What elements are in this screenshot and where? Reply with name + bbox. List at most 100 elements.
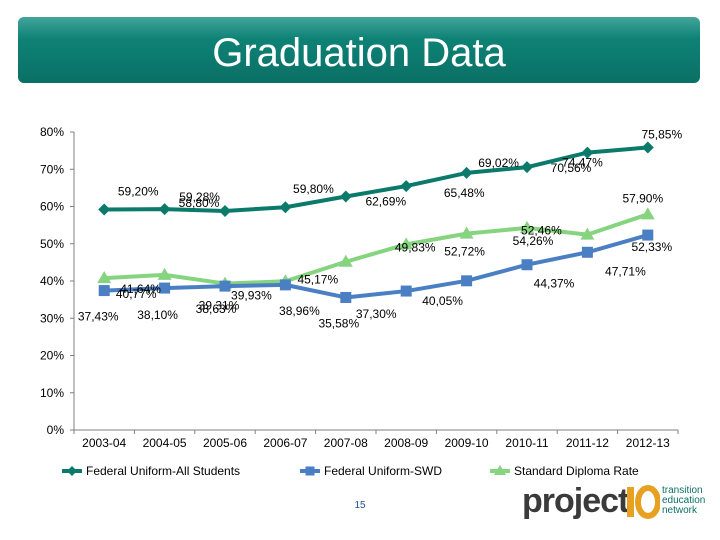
legend-marker (494, 465, 506, 475)
x-tick-label: 2008-09 (384, 436, 428, 450)
data-label: 59,20% (118, 184, 159, 198)
data-label: 37,43% (78, 310, 119, 324)
data-labels-layer: 59,20% 59,28%58,80% 59,80% 62,69% 65,48% 69,0… (78, 127, 683, 330)
logo-word: project (522, 482, 629, 520)
data-label: 39,93% (231, 288, 272, 302)
data-point (279, 201, 292, 214)
data-label: 58,80% (179, 196, 220, 210)
data-point (521, 259, 533, 271)
x-tick-label: 2003-04 (82, 436, 126, 450)
page-number: 15 (354, 500, 366, 511)
data-point (521, 161, 533, 174)
y-tick-label: 70% (40, 162, 64, 176)
series-line (104, 145, 648, 213)
data-point (642, 229, 654, 241)
data-point (461, 275, 473, 287)
x-tick-label: 2006-07 (263, 436, 307, 450)
x-tick-label: 2004-05 (143, 436, 187, 450)
series-line (104, 212, 649, 286)
data-label: 65,48% (444, 186, 485, 200)
title-banner: Graduation Data (18, 17, 700, 83)
data-label: 38,63% (196, 302, 237, 316)
data-label: 52,33% (631, 240, 672, 254)
data-point (98, 203, 111, 216)
data-label: 41,64% (120, 282, 161, 296)
data-point (98, 285, 110, 297)
x-tick-label: 2007-08 (324, 436, 368, 450)
data-point (338, 254, 353, 267)
logo-tagline-line: network (662, 505, 698, 516)
data-label: 37,30% (356, 307, 397, 321)
data-label: 62,69% (365, 194, 406, 208)
slide-title: Graduation Data (212, 31, 506, 75)
y-tick-label: 0% (47, 423, 65, 437)
x-tick-label: 2011-12 (566, 436, 609, 450)
data-label: 47,71% (605, 264, 646, 278)
data-point (400, 285, 412, 297)
x-tick-label: 2009-10 (445, 436, 489, 450)
data-label: 74,47% (562, 156, 603, 170)
data-point (339, 190, 352, 203)
data-point (219, 280, 231, 292)
data-point (159, 282, 171, 294)
data-label: 69,02% (478, 156, 519, 170)
data-point (219, 204, 231, 217)
data-point (459, 226, 474, 239)
data-label: 57,90% (622, 191, 663, 205)
data-label: 35,58% (318, 316, 359, 330)
data-label: 49,83% (395, 240, 436, 254)
y-tick-label: 10% (40, 386, 64, 400)
series-layer (97, 141, 655, 303)
data-label: 38,10% (137, 308, 178, 322)
y-tick-label: 60% (40, 200, 64, 214)
logo-tagline: transition education network (662, 486, 705, 516)
data-point (581, 246, 593, 258)
data-label: 59,80% (293, 182, 334, 196)
data-label: 38,96% (279, 304, 320, 318)
data-point (158, 203, 171, 216)
legend-marker (305, 466, 315, 476)
data-point (460, 166, 473, 179)
legend-marker (67, 466, 77, 476)
legend-label: Standard Diploma Rate (514, 464, 639, 478)
y-tick-label: 40% (40, 274, 64, 288)
data-label: 54,26% (513, 234, 554, 248)
project-io-logo: project transition education network (522, 482, 712, 524)
data-label: 40,05% (422, 294, 463, 308)
data-point (279, 279, 291, 291)
data-point (640, 207, 655, 220)
data-point (641, 141, 654, 154)
data-point (400, 180, 413, 193)
legend-label: Federal Uniform-All Students (86, 464, 240, 478)
data-label: 39,31% (199, 299, 240, 313)
y-tick-label: 50% (40, 237, 64, 251)
data-label: 52,72% (444, 245, 485, 259)
data-point (581, 146, 594, 159)
y-tick-label: 30% (40, 311, 64, 325)
data-point (580, 227, 595, 240)
y-tick-label: 20% (40, 349, 64, 363)
chart-axes: 0% 10% 20% 30% 40% 50% 60% 70% 80% 2003-04 2004-05… (40, 125, 679, 450)
series-line (104, 233, 649, 300)
x-tick-label: 2010-11 (505, 436, 548, 450)
y-tick-label: 80% (40, 125, 64, 139)
data-point (399, 237, 414, 250)
logo-io-mark (627, 485, 660, 519)
data-point (97, 271, 112, 284)
legend-label: Federal Uniform-SWD (324, 464, 442, 478)
logo-tagline-line: transition (662, 485, 703, 496)
data-label: 40,77% (116, 287, 157, 301)
data-point (340, 291, 352, 303)
data-label: 70,56% (551, 161, 592, 175)
x-tick-label: 2005-06 (203, 436, 247, 450)
data-label: 75,85% (641, 127, 682, 141)
data-label: 45,17% (297, 273, 338, 287)
data-point (520, 220, 534, 233)
data-label: 52,46% (521, 224, 562, 238)
logo-tagline-line: education (662, 495, 706, 506)
data-label: 59,28% (179, 190, 220, 204)
chart-legend: Federal Uniform-All Students Federal Unif… (62, 464, 639, 478)
data-label: 44,37% (534, 277, 575, 291)
x-tick-label: 2012-13 (626, 436, 670, 450)
